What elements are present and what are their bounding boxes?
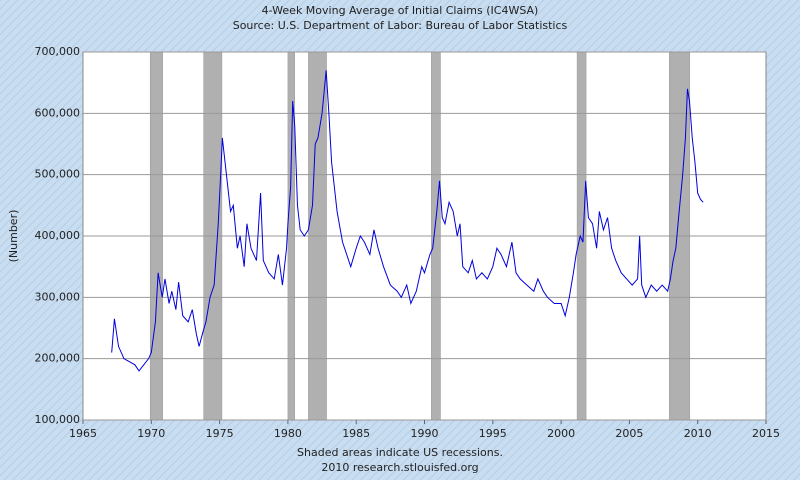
x-tick-label: 2010 [684, 427, 712, 440]
y-tick-label: 100,000 [35, 413, 81, 426]
x-tick-label: 1965 [69, 427, 97, 440]
y-tick-label: 200,000 [35, 352, 81, 365]
x-tick-label: 1975 [206, 427, 234, 440]
chart-subtitle: Source: U.S. Department of Labor: Bureau… [233, 19, 568, 32]
y-tick-label: 500,000 [35, 168, 81, 181]
chart-title: 4-Week Moving Average of Initial Claims … [262, 4, 539, 17]
y-tick-label: 700,000 [35, 45, 81, 58]
y-tick-label: 600,000 [35, 106, 81, 119]
credit: 2010 research.stlouisfed.org [321, 461, 478, 474]
x-tick-label: 2000 [547, 427, 575, 440]
y-tick-label: 400,000 [35, 229, 81, 242]
footnote: Shaded areas indicate US recessions. [297, 446, 503, 459]
x-tick-label: 1970 [137, 427, 165, 440]
x-tick-label: 1980 [274, 427, 302, 440]
x-tick-label: 1990 [411, 427, 439, 440]
x-tick-label: 1995 [479, 427, 507, 440]
y-axis-label: (Number) [7, 210, 20, 263]
x-tick-label: 2005 [615, 427, 643, 440]
y-tick-label: 300,000 [35, 290, 81, 303]
x-tick-label: 1985 [342, 427, 370, 440]
data-line [111, 70, 704, 372]
x-tick-label: 2015 [752, 427, 780, 440]
